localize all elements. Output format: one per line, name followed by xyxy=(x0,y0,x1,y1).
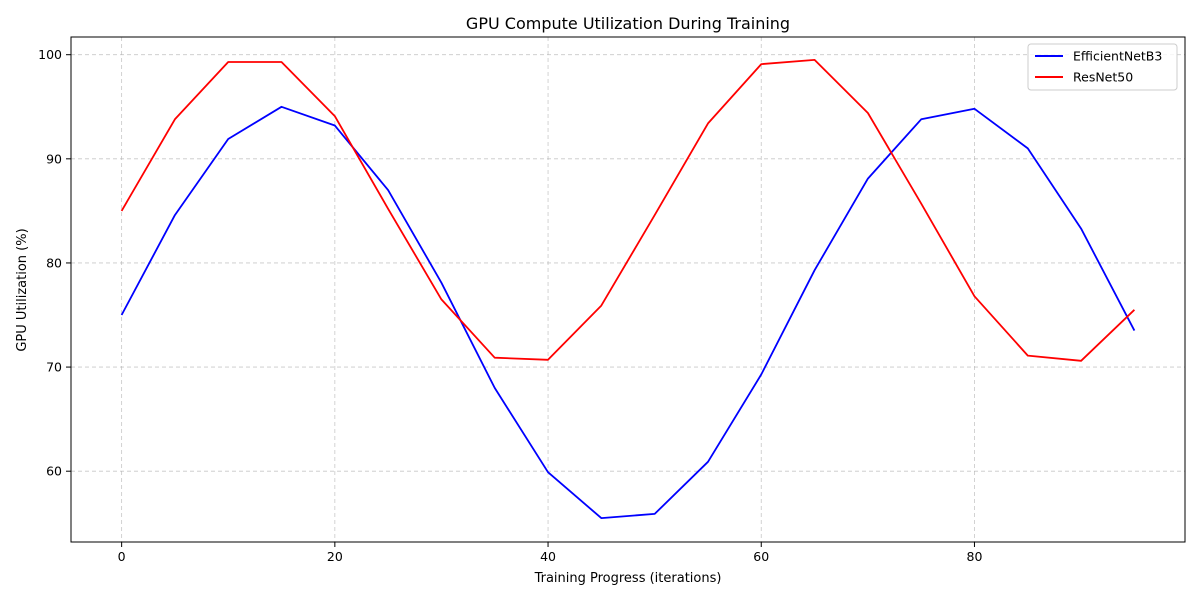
x-tick-label: 40 xyxy=(540,549,556,564)
x-tick-label: 20 xyxy=(327,549,343,564)
y-tick-label: 90 xyxy=(46,151,62,166)
chart-title: GPU Compute Utilization During Training xyxy=(466,14,790,33)
x-axis-label: Training Progress (iterations) xyxy=(534,571,722,586)
y-tick-label: 100 xyxy=(38,47,62,62)
series-line-resnet50 xyxy=(120,59,1136,362)
series-lines xyxy=(120,59,1136,519)
series-line-efficientnetb3 xyxy=(120,105,1136,519)
y-axis-label: GPU Utilization (%) xyxy=(15,228,30,351)
x-tick-label: 60 xyxy=(753,549,769,564)
x-tick-label: 80 xyxy=(967,549,983,564)
legend-label-resnet50: ResNet50 xyxy=(1073,70,1133,85)
plot-frame xyxy=(70,36,1186,543)
y-tick-label: 80 xyxy=(46,255,62,270)
legend-box xyxy=(1027,43,1178,91)
y-tick-label: 70 xyxy=(46,360,62,375)
legend-label-efficientnetb3: EfficientNetB3 xyxy=(1073,49,1162,64)
grid xyxy=(71,37,1185,542)
y-tick-label: 60 xyxy=(46,464,62,479)
legend: EfficientNetB3 ResNet50 xyxy=(1027,43,1178,91)
axis-ticks: 0 20 40 60 80 60 70 80 90 100 xyxy=(38,47,982,564)
x-tick-label: 0 xyxy=(118,549,126,564)
